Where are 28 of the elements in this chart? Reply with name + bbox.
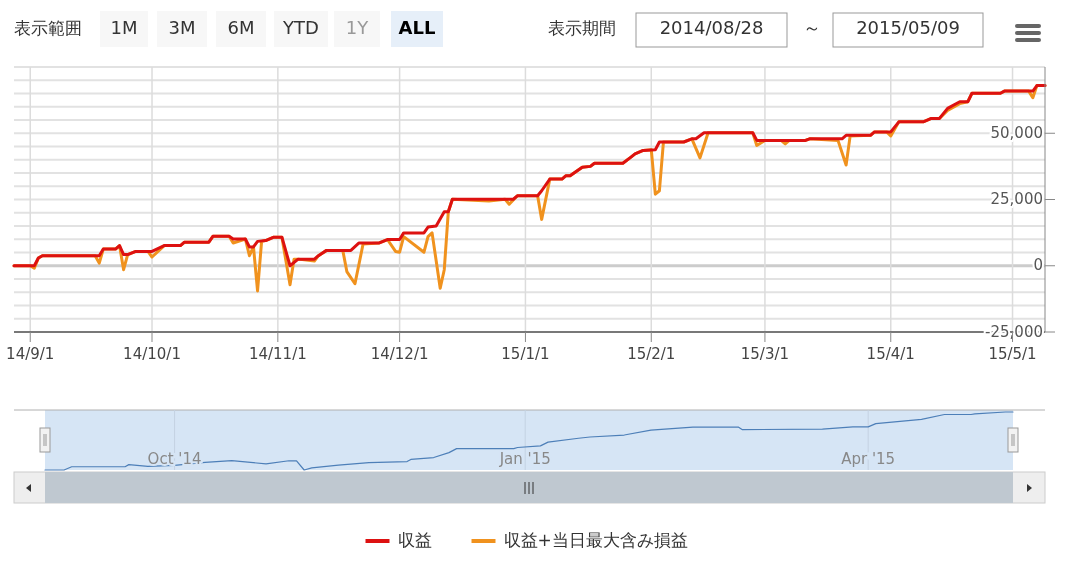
text: 3M	[168, 17, 196, 38]
text: 表示範囲	[14, 18, 82, 38]
x-tick-label: 14/10/1	[123, 344, 181, 363]
text: 2014/08/28	[659, 17, 764, 38]
text: ALL	[398, 17, 436, 38]
text: 1Y	[345, 17, 370, 38]
text: 6M	[227, 17, 255, 38]
y-tick-label: 25,000	[990, 190, 1043, 208]
y-tick-label: 0	[1033, 256, 1043, 275]
x-tick-label: Oct '14	[147, 449, 202, 468]
x-tick-label: Jan '15	[498, 449, 551, 468]
x-tick-label: 15/2/1	[627, 344, 676, 363]
x-tick-label: 15/5/1	[988, 344, 1037, 363]
text: 1M	[110, 17, 138, 38]
x-tick-label: 14/11/1	[248, 344, 307, 363]
legend-label: 収益+当日最大含み損益	[503, 530, 688, 550]
x-tick-label: 15/3/1	[740, 344, 790, 363]
x-tick-label: 14/9/1	[6, 344, 55, 363]
text: ～	[803, 17, 821, 38]
legend-label: 収益	[397, 530, 432, 550]
x-tick-label: 15/4/1	[866, 344, 915, 363]
y-tick-label: 50,000	[990, 123, 1043, 142]
x-tick-label: 14/12/1	[370, 344, 429, 363]
text: 2015/05/09	[856, 17, 960, 38]
text: 表示期間	[548, 18, 616, 38]
x-tick-label: 15/1/1	[501, 344, 550, 363]
text: YTD	[282, 17, 319, 38]
x-tick-label: Apr '15	[841, 449, 896, 468]
